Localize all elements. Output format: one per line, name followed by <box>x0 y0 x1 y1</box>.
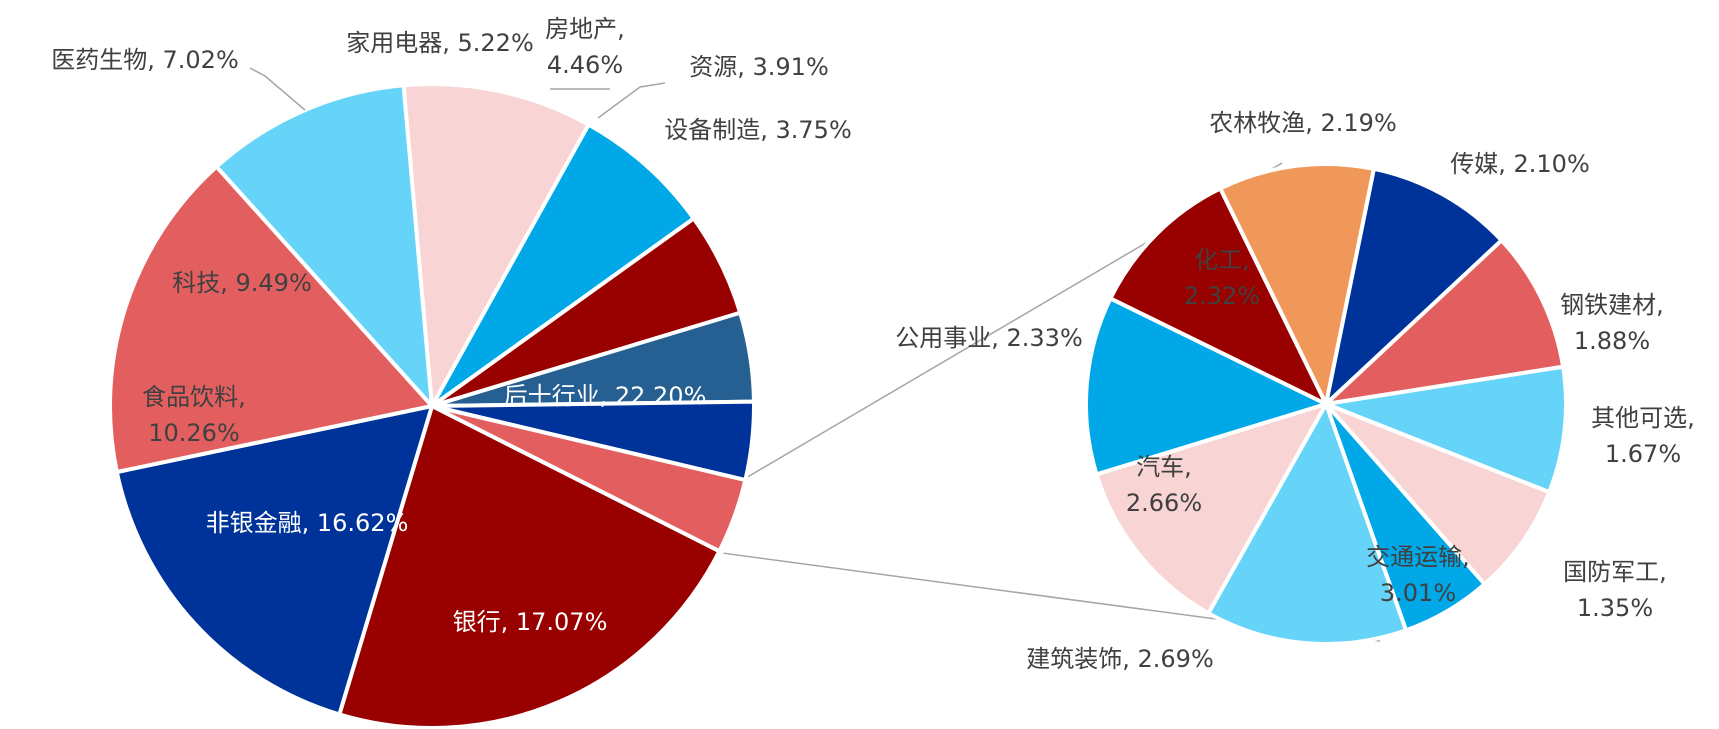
leader-line-8 <box>597 82 666 119</box>
label-leader-lines <box>249 67 666 119</box>
sub-slice-1 <box>1324 238 1566 406</box>
main-slice-0 <box>337 404 722 729</box>
main-slice-label-8: 资源, 3.91% <box>689 53 829 81</box>
main-slice-label-3: 食品饮料, 10.26% <box>142 383 246 447</box>
sub-slice-label-2: 钢铁建材, 1.88% <box>1560 291 1664 355</box>
main-slice-label-5: 医药生物, 7.02% <box>51 46 239 74</box>
sub-slice-label-5: 交通运输, 3.01% <box>1366 543 1470 607</box>
main-slice-label-0: 后十行业, 22.20% <box>504 382 707 410</box>
sub-pie <box>1084 162 1568 646</box>
sub-slice-3 <box>1324 402 1552 587</box>
main-slice-label-7: 房地产, 4.46% <box>545 15 625 79</box>
main-pie <box>108 81 756 729</box>
sub-slice-label-4: 国防军工, 1.35% <box>1563 558 1667 622</box>
sub-slice-label-9: 化工, 2.32% <box>1184 246 1260 310</box>
main-slice-label-6: 家用电器, 5.22% <box>346 29 534 57</box>
sub-slice-label-7: 汽车, 2.66% <box>1126 453 1202 517</box>
sub-slice-label-8: 公用事业, 2.33% <box>895 324 1083 352</box>
sub-slice-9 <box>1218 162 1376 406</box>
slice-labels: 后十行业, 22.20% 银行, 17.07% 非银金融, 16.62% 食品饮料, 1… <box>51 15 1695 673</box>
sub-slice-2 <box>1324 364 1568 495</box>
sub-slice-7 <box>1084 296 1328 477</box>
sub-slice-6 <box>1094 402 1328 616</box>
main-slice-9 <box>430 404 748 554</box>
sub-slice-label-1: 传媒, 2.10% <box>1450 150 1590 178</box>
main-slice-label-1: 银行, 17.07% <box>453 608 608 636</box>
main-slice-label-4: 科技, 9.49% <box>172 269 312 297</box>
main-slice-4 <box>401 81 591 408</box>
sub-slice-8 <box>1108 186 1328 406</box>
sub-slice-label-3: 其他可选, 1.67% <box>1591 404 1695 468</box>
main-slice-3 <box>214 83 434 408</box>
main-slice-5 <box>430 122 696 408</box>
sub-slice-0 <box>1324 166 1504 406</box>
main-slice-1 <box>114 404 434 717</box>
main-slice-label-9: 设备制造, 3.75% <box>664 116 852 144</box>
sub-slice-label-0: 农林牧渔, 2.19% <box>1209 109 1397 137</box>
sub-slice-label-6: 建筑装饰, 2.69% <box>1026 645 1214 673</box>
main-slice-label-2: 非银金融, 16.62% <box>206 509 409 537</box>
sub-slice-5 <box>1206 402 1409 646</box>
main-slice-2 <box>108 164 434 474</box>
leader-line-5 <box>249 67 306 111</box>
